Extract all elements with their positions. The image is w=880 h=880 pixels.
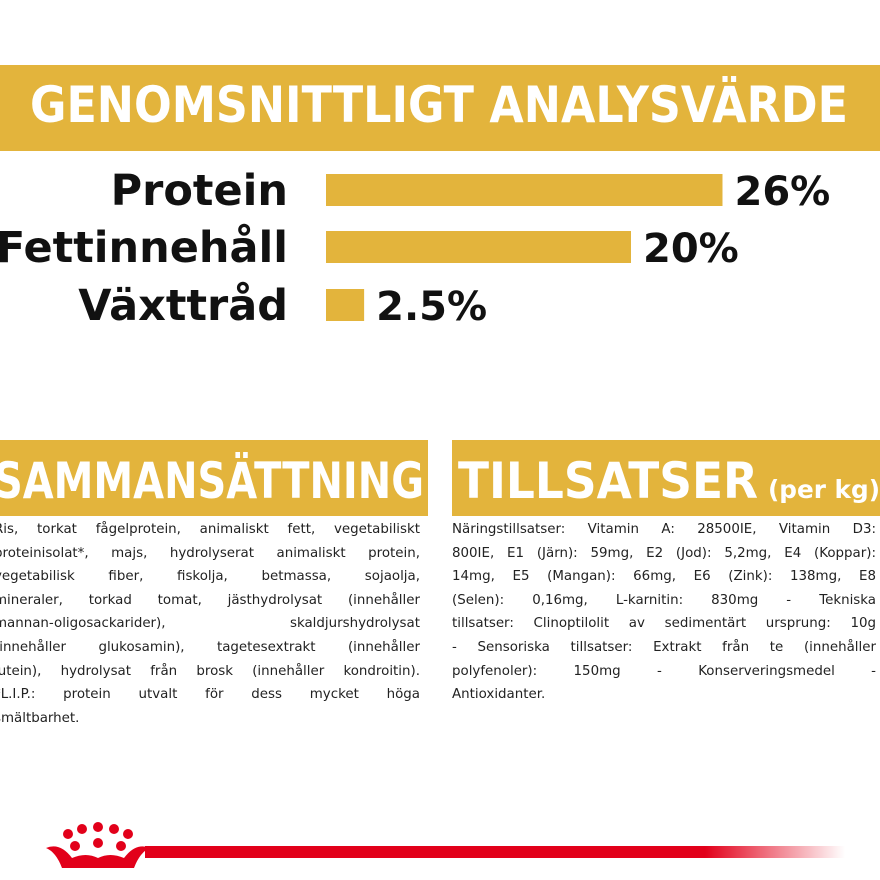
section-title: SAMMANSÄTTNING <box>0 452 424 510</box>
text-line: Ris, torkat fågelprotein, animaliskt fet… <box>0 522 420 537</box>
value-label: 2.5% <box>376 284 487 330</box>
section-band <box>452 440 880 516</box>
text-line: Näringstillsatser: Vitamin A: 28500IE, V… <box>452 522 876 537</box>
text-line: mannan-oligosackarider), skaldjurshydrol… <box>0 616 420 632</box>
value-label: 26% <box>735 169 831 215</box>
composition-text: Ris, torkat fågelprotein, animaliskt fet… <box>0 518 420 730</box>
text-line: mineraler, torkad tomat, jästhydrolysat … <box>0 592 420 608</box>
category-label: Växttråd <box>78 281 288 331</box>
category-label: Fettinnehåll <box>0 223 288 273</box>
text-line: lutein), hydrolysat från brosk (innehåll… <box>0 663 420 679</box>
text-line: 800IE, E1 (Järn): 59mg, E2 (Jod): 5,2mg,… <box>452 545 876 561</box>
section-band <box>0 440 428 516</box>
section-title: TILLSATSER <box>458 452 758 510</box>
text-line: Antioxidanter. <box>452 687 546 703</box>
bar <box>326 174 723 206</box>
text-line: smältbarhet. <box>0 710 80 726</box>
text-line: (innehåller glukosamin), tagetesextrakt … <box>0 639 420 655</box>
text-line: *L.I.P.: protein utvalt för dess mycket … <box>0 687 420 703</box>
bar <box>326 231 631 263</box>
bar <box>326 289 365 321</box>
category-label: Protein <box>111 166 288 216</box>
text-line: tillsatser: Clinoptilolit av sedimentärt… <box>452 616 876 632</box>
text-line: (Selen): 0,16mg, L-karnitin: 830mg - Tek… <box>452 592 876 608</box>
logo <box>46 822 150 868</box>
text-line: polyfenoler): 150mg - Konserveringsmedel… <box>452 663 876 679</box>
text-line: vegetabilisk fiber, fiskolja, betmassa, … <box>0 569 420 585</box>
chart-title: GENOMSNITTLIGT ANALYSVÄRDE <box>30 76 848 134</box>
text-line: proteinisolat*, majs, hydrolyserat anima… <box>0 545 420 561</box>
section-title-suffix: (per kg) <box>768 475 880 504</box>
value-label: 20% <box>643 226 739 272</box>
text-line: 14mg, E5 (Mangan): 66mg, E6 (Zink): 138m… <box>452 569 876 585</box>
text-line: - Sensoriska tillsatser: Extrakt från te… <box>452 639 876 655</box>
brand-line <box>145 846 845 858</box>
additives-text: Näringstillsatser: Vitamin A: 28500IE, V… <box>452 518 876 707</box>
title-band <box>0 65 880 151</box>
